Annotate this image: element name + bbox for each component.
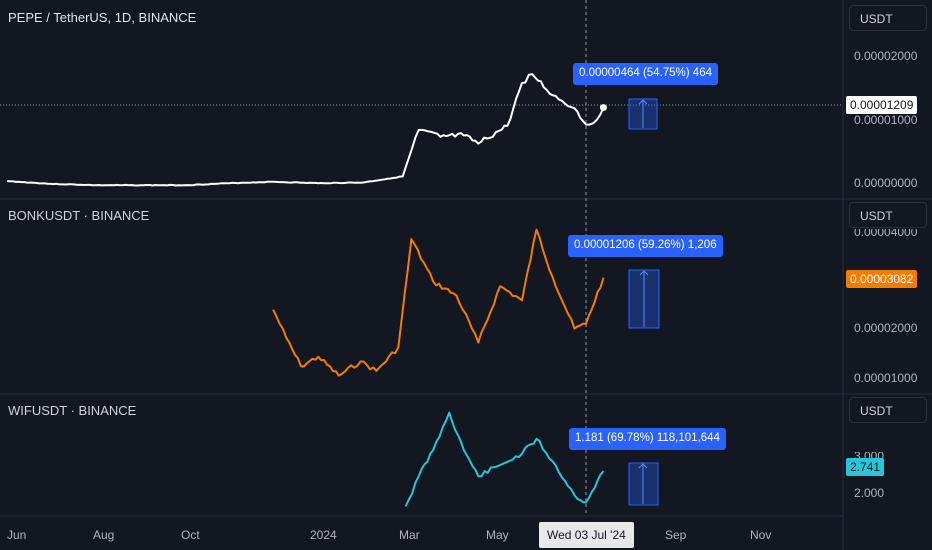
measure-box-pepe[interactable] — [628, 98, 658, 130]
series-line-bonk — [272, 228, 605, 377]
price-tick: 0.00004000 — [854, 229, 917, 239]
time-label: Oct — [181, 528, 200, 542]
measure-box-wif[interactable] — [628, 462, 659, 506]
price-tick: 2.000 — [854, 486, 885, 500]
time-label: Nov — [750, 528, 772, 542]
measure-label-wif: 1.181 (69.78%) 118,101,644 — [569, 428, 726, 450]
last-price-tag-wif: 2.741 — [846, 458, 885, 476]
currency-button-wif[interactable]: USDT — [849, 397, 927, 423]
measure-label-pepe: 0.00000464 (54.75%) 464 — [573, 63, 718, 85]
time-label: Jun — [7, 528, 27, 542]
price-tick: 0.00001000 — [854, 113, 918, 127]
last-price-tag-bonk: 0.00003082 — [846, 270, 918, 288]
measure-label-bonk: 0.00001206 (59.26%) 1,206 — [568, 235, 723, 257]
price-tick-text: 3.000 — [854, 452, 885, 461]
pane-title-wif: WIFUSDT · BINANCE — [8, 403, 137, 418]
currency-button-bonk[interactable]: USDT — [849, 202, 927, 228]
last-price-tag-pepe: 0.00001209 — [846, 96, 918, 114]
series-line-pepe — [6, 73, 605, 187]
crosshair-date-label: Wed 03 Jul '24 — [539, 522, 634, 548]
price-tick: 0.00002000 — [854, 321, 918, 335]
last-point-marker — [599, 104, 607, 112]
measure-box-bonk[interactable] — [628, 269, 660, 329]
time-label: Aug — [93, 528, 115, 542]
currency-button-pepe[interactable]: USDT — [849, 5, 927, 31]
price-tick: 3.000 — [854, 452, 884, 461]
pane-title-pepe: PEPE / TetherUS, 1D, BINANCE — [8, 10, 197, 25]
price-tick: 0.00000000 — [854, 176, 918, 190]
time-label: Mar — [399, 528, 420, 542]
series-line-wif — [404, 411, 605, 507]
time-label: May — [486, 528, 509, 542]
pane-title-bonk: BONKUSDT · BINANCE — [8, 208, 150, 223]
price-tick-text: 0.00004000 — [854, 229, 918, 239]
time-label: 2024 — [310, 528, 337, 542]
price-tick: 0.00001000 — [854, 371, 918, 385]
time-label: Sep — [665, 528, 687, 542]
price-tick: 0.00002000 — [854, 49, 918, 63]
